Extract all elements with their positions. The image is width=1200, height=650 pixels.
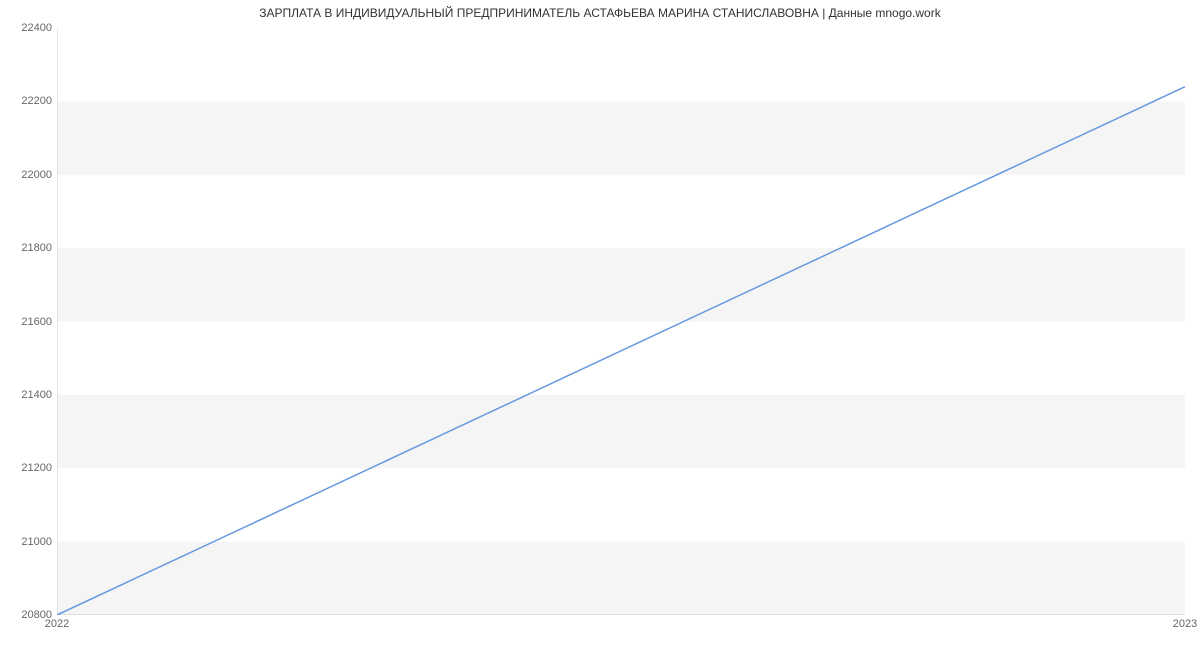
chart-container: ЗАРПЛАТА В ИНДИВИДУАЛЬНЫЙ ПРЕДПРИНИМАТЕЛ… — [0, 0, 1200, 650]
y-tick-label: 22400 — [21, 22, 52, 34]
grid-band — [57, 248, 1185, 321]
grid-band — [57, 28, 1185, 101]
y-tick-label: 21800 — [21, 242, 52, 254]
chart-title: ЗАРПЛАТА В ИНДИВИДУАЛЬНЫЙ ПРЕДПРИНИМАТЕЛ… — [0, 6, 1200, 20]
x-tick-label: 2022 — [45, 618, 69, 630]
y-tick-label: 21600 — [21, 316, 52, 328]
grid-band — [57, 175, 1185, 248]
y-tick-label: 21400 — [21, 389, 52, 401]
x-tick-label: 2023 — [1173, 618, 1197, 630]
grid-band — [57, 395, 1185, 468]
grid-band — [57, 101, 1185, 174]
grid-band — [57, 542, 1185, 615]
y-tick-label: 22000 — [21, 169, 52, 181]
grid-band — [57, 322, 1185, 395]
grid-band — [57, 468, 1185, 541]
y-tick-label: 21200 — [21, 462, 52, 474]
plot-area — [57, 28, 1185, 615]
y-tick-label: 21000 — [21, 536, 52, 548]
chart-svg — [57, 28, 1185, 615]
y-tick-label: 22200 — [21, 95, 52, 107]
